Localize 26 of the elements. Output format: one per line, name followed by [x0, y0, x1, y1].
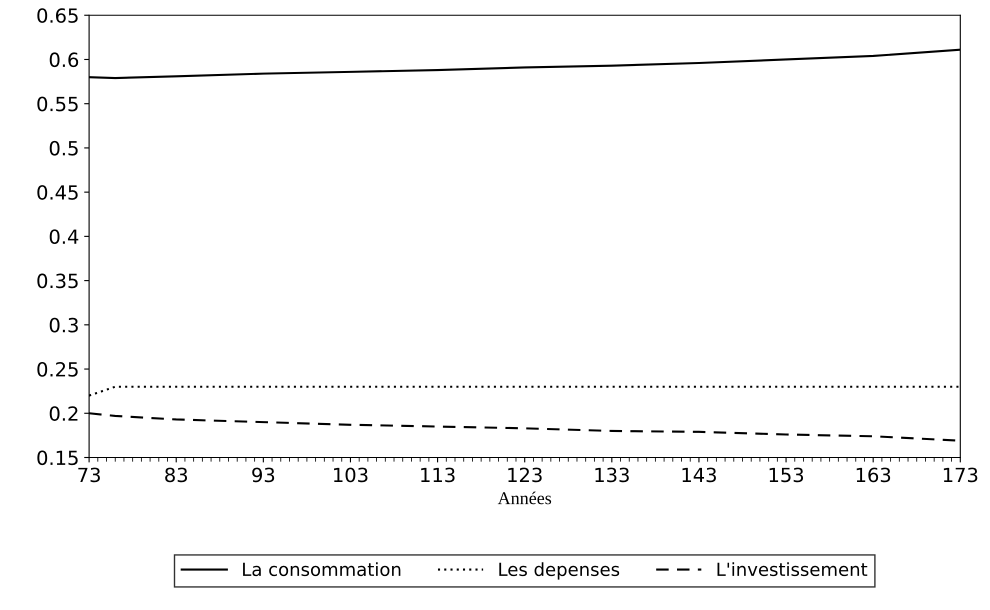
y-tick-label: 0.6: [50, 52, 78, 68]
x-tick-label: 123: [508, 468, 542, 482]
x-tick-label: 133: [595, 468, 629, 482]
x-tick-label: 103: [334, 468, 368, 482]
y-tick-label: 0.15: [37, 450, 78, 466]
y-tick-label: 0.4: [50, 229, 78, 244]
x-tick-label: 113: [421, 468, 455, 482]
y-tick-label: 0.2: [50, 406, 78, 421]
y-tick-label: 0.55: [37, 96, 78, 112]
x-tick-label: 153: [770, 468, 804, 482]
y-tick-label: 0.3: [50, 318, 78, 332]
x-tick-label: 73: [78, 468, 100, 482]
legend-label: L'investissement: [718, 562, 868, 576]
x-tick-label: 83: [165, 468, 188, 482]
legend-label: Les depenses: [499, 562, 620, 580]
y-tick-label: 0.5: [50, 140, 78, 156]
x-tick-label: 143: [682, 468, 716, 482]
y-tick-label: 0.45: [37, 185, 78, 200]
x-axis-title: Années: [498, 492, 552, 504]
x-tick-label: 93: [252, 468, 274, 482]
y-tick-label: 0.35: [37, 274, 78, 288]
y-tick-label: 0.65: [37, 8, 78, 23]
y-tick-label: 0.25: [37, 362, 78, 377]
x-tick-label: 173: [944, 468, 978, 482]
legend-label: La consommation: [243, 562, 400, 576]
x-tick-label: 163: [856, 468, 890, 482]
